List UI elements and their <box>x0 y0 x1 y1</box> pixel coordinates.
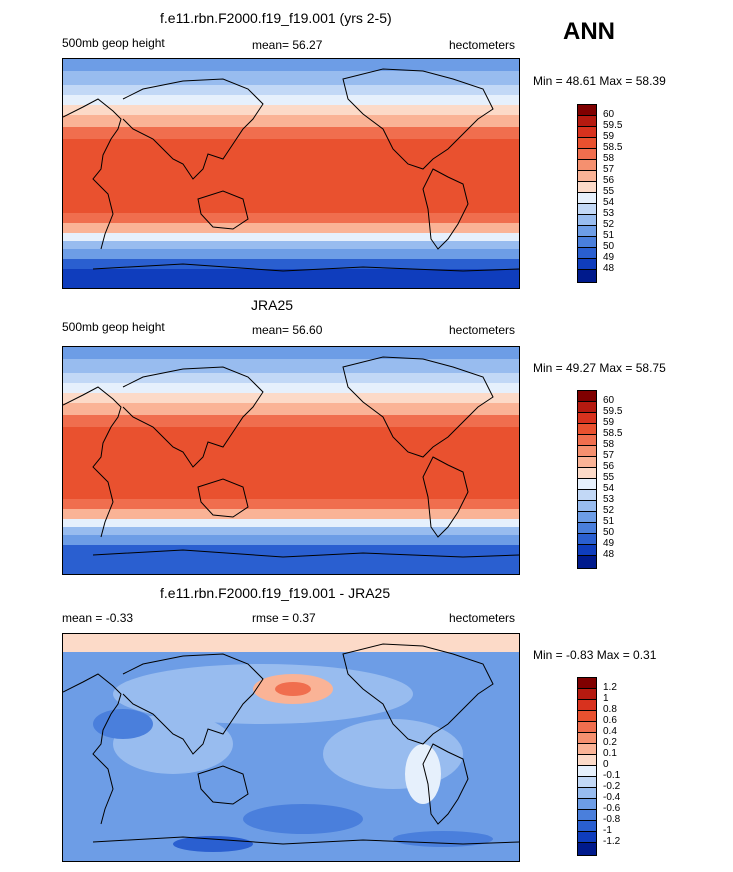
colorbar-label: -0.1 <box>603 770 621 781</box>
panel3-map <box>62 633 520 862</box>
panel2-minmax: Min = 49.27 Max = 58.75 <box>533 361 666 375</box>
panel2-title: JRA25 <box>251 297 294 313</box>
colorbar-label: -0.8 <box>603 814 621 825</box>
map-field <box>63 59 519 288</box>
colorbar-label: 51 <box>603 230 615 241</box>
colorbar-label: 1.2 <box>603 682 617 693</box>
panel1-title: f.e11.rbn.F2000.f19_f19.001 (yrs 2-5) <box>160 10 392 26</box>
colorbar-label: 60 <box>603 395 615 406</box>
colorbar-label: 53 <box>603 494 615 505</box>
panel1-minmax: Min = 48.61 Max = 58.39 <box>533 74 666 88</box>
colorbar-label: 52 <box>603 505 615 516</box>
colorbar-label: 52 <box>603 219 615 230</box>
colorbar-label: 0.1 <box>603 748 617 759</box>
colorbar-label: 58 <box>603 439 615 450</box>
colorbar-label: 59.5 <box>603 120 623 131</box>
panel3-units: hectometers <box>449 611 516 625</box>
panel1-mean: mean= 56.27 <box>252 38 323 52</box>
panel2-units: hectometers <box>449 323 516 337</box>
map-field <box>63 634 519 861</box>
colorbar-label: 0.8 <box>603 704 617 715</box>
colorbar-label: 54 <box>603 197 615 208</box>
colorbar-label: 60 <box>603 109 615 120</box>
colorbar-label: 48 <box>603 263 615 274</box>
panel3-rmse: rmse = 0.37 <box>252 611 316 625</box>
panel1-variable: 500mb geop height <box>62 36 165 50</box>
colorbar-label: 56 <box>603 175 615 186</box>
colorbar-label: 57 <box>603 450 615 461</box>
map-field <box>63 347 519 574</box>
colorbar-label: 59 <box>603 131 615 142</box>
colorbar-label: 58.5 <box>603 428 623 439</box>
panel3-mean: mean = -0.33 <box>62 611 134 625</box>
colorbar-label: 55 <box>603 472 615 483</box>
colorbar-label: 59.5 <box>603 406 623 417</box>
panel2-variable: 500mb geop height <box>62 320 165 334</box>
colorbar-label: 58.5 <box>603 142 623 153</box>
colorbar-label: -1.2 <box>603 836 621 847</box>
panel3-title: f.e11.rbn.F2000.f19_f19.001 - JRA25 <box>160 585 391 601</box>
panel1-units: hectometers <box>449 38 516 52</box>
colorbar-label: 53 <box>603 208 615 219</box>
colorbar-label: 50 <box>603 527 615 538</box>
colorbar-label: -0.4 <box>603 792 621 803</box>
colorbar-label: 57 <box>603 164 615 175</box>
colorbar-label: 0.2 <box>603 737 617 748</box>
colorbar-label: 59 <box>603 417 615 428</box>
colorbar-label: 54 <box>603 483 615 494</box>
colorbar-label: -0.6 <box>603 803 621 814</box>
colorbar-label: 1 <box>603 693 609 704</box>
panel2-mean: mean= 56.60 <box>252 323 323 337</box>
colorbar-label: 48 <box>603 549 615 560</box>
panel3-minmax: Min = -0.83 Max = 0.31 <box>533 648 657 662</box>
colorbar-label: 51 <box>603 516 615 527</box>
panel1-map <box>62 58 520 289</box>
colorbar-label: -0.2 <box>603 781 621 792</box>
colorbar-label: 0.6 <box>603 715 617 726</box>
colorbar-label: 58 <box>603 153 615 164</box>
colorbar-label: 56 <box>603 461 615 472</box>
colorbar-label: 55 <box>603 186 615 197</box>
colorbar-label: 50 <box>603 241 615 252</box>
colorbar-label: 49 <box>603 538 615 549</box>
colorbar-label: -1 <box>603 825 612 836</box>
colorbar-label: 0 <box>603 759 609 770</box>
colorbar-label: 0.4 <box>603 726 617 737</box>
season-label: ANN <box>563 18 615 45</box>
colorbar-label: 49 <box>603 252 615 263</box>
panel2-map <box>62 346 520 575</box>
